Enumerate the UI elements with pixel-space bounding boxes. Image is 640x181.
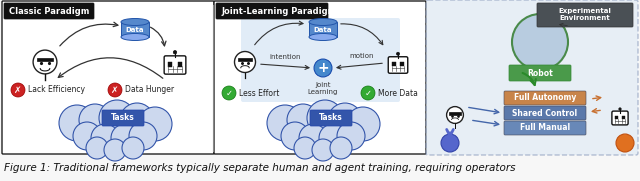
Text: ✗: ✗ bbox=[111, 85, 119, 94]
Circle shape bbox=[307, 100, 343, 136]
Bar bbox=[168, 62, 172, 67]
Text: More Data: More Data bbox=[378, 89, 418, 98]
Text: Data Hunger: Data Hunger bbox=[125, 85, 174, 94]
Bar bbox=[309, 22, 337, 37]
Circle shape bbox=[314, 59, 332, 77]
Circle shape bbox=[337, 122, 365, 150]
Text: Data: Data bbox=[314, 27, 332, 33]
Text: Joint-Learning Paradigm: Joint-Learning Paradigm bbox=[221, 7, 336, 16]
FancyBboxPatch shape bbox=[216, 3, 328, 19]
FancyBboxPatch shape bbox=[214, 1, 426, 154]
Circle shape bbox=[299, 124, 327, 152]
Circle shape bbox=[104, 139, 126, 161]
Circle shape bbox=[397, 52, 399, 55]
Text: Tasks: Tasks bbox=[319, 113, 343, 123]
Text: Joint
Learning: Joint Learning bbox=[308, 82, 338, 95]
Circle shape bbox=[281, 122, 309, 150]
Circle shape bbox=[616, 134, 634, 152]
Circle shape bbox=[441, 134, 459, 152]
Circle shape bbox=[619, 108, 621, 110]
FancyBboxPatch shape bbox=[164, 56, 186, 74]
FancyBboxPatch shape bbox=[310, 110, 352, 126]
Bar bbox=[237, 58, 252, 62]
Circle shape bbox=[33, 50, 57, 74]
FancyBboxPatch shape bbox=[388, 57, 408, 73]
Text: ✓: ✓ bbox=[225, 89, 232, 98]
Circle shape bbox=[447, 107, 463, 123]
FancyBboxPatch shape bbox=[241, 18, 400, 102]
Ellipse shape bbox=[309, 18, 337, 26]
FancyBboxPatch shape bbox=[4, 3, 94, 19]
FancyBboxPatch shape bbox=[612, 111, 628, 125]
FancyBboxPatch shape bbox=[509, 65, 571, 81]
Circle shape bbox=[512, 14, 568, 70]
Circle shape bbox=[138, 107, 172, 141]
Circle shape bbox=[11, 83, 25, 97]
Circle shape bbox=[312, 139, 334, 161]
Text: Classic Paradigm: Classic Paradigm bbox=[9, 7, 90, 16]
Circle shape bbox=[91, 124, 119, 152]
Circle shape bbox=[328, 103, 362, 137]
Text: intention: intention bbox=[269, 54, 301, 60]
Circle shape bbox=[222, 86, 236, 100]
Circle shape bbox=[86, 137, 108, 159]
Circle shape bbox=[99, 100, 135, 136]
Ellipse shape bbox=[309, 33, 337, 41]
Bar bbox=[392, 62, 396, 66]
Ellipse shape bbox=[121, 18, 149, 26]
Circle shape bbox=[361, 86, 375, 100]
Text: Data: Data bbox=[125, 27, 144, 33]
Circle shape bbox=[346, 107, 380, 141]
Text: Shared Control: Shared Control bbox=[513, 108, 577, 117]
Circle shape bbox=[173, 50, 177, 54]
FancyBboxPatch shape bbox=[504, 121, 586, 135]
Text: Full Manual: Full Manual bbox=[520, 123, 570, 132]
Text: motion: motion bbox=[349, 53, 374, 59]
Bar bbox=[36, 58, 53, 61]
Text: Full Autonomy: Full Autonomy bbox=[514, 94, 576, 102]
Text: ✗: ✗ bbox=[14, 85, 22, 94]
Bar bbox=[121, 22, 149, 37]
Circle shape bbox=[108, 83, 122, 97]
Bar bbox=[178, 62, 182, 67]
FancyBboxPatch shape bbox=[504, 106, 586, 120]
Ellipse shape bbox=[121, 33, 149, 41]
Text: +: + bbox=[317, 61, 329, 75]
Circle shape bbox=[267, 105, 303, 141]
Circle shape bbox=[319, 124, 347, 152]
Text: Robot: Robot bbox=[527, 68, 553, 77]
FancyBboxPatch shape bbox=[102, 110, 144, 126]
Text: Less Effort: Less Effort bbox=[239, 89, 280, 98]
Bar bbox=[401, 62, 404, 66]
Circle shape bbox=[79, 104, 111, 136]
Circle shape bbox=[73, 122, 101, 150]
Bar bbox=[622, 116, 625, 119]
Circle shape bbox=[59, 105, 95, 141]
Text: Experimental
Environment: Experimental Environment bbox=[559, 9, 611, 22]
Circle shape bbox=[122, 137, 144, 159]
Bar bbox=[449, 112, 461, 115]
Text: Figure 1: Traditional frameworks typically separate human and agent training, re: Figure 1: Traditional frameworks typical… bbox=[4, 163, 515, 173]
Text: Lack Efficiency: Lack Efficiency bbox=[28, 85, 85, 94]
Text: ✓: ✓ bbox=[365, 89, 371, 98]
Circle shape bbox=[287, 104, 319, 136]
Circle shape bbox=[330, 137, 352, 159]
Circle shape bbox=[129, 122, 157, 150]
FancyBboxPatch shape bbox=[504, 91, 586, 105]
Circle shape bbox=[294, 137, 316, 159]
Text: Tasks: Tasks bbox=[111, 113, 135, 123]
Circle shape bbox=[111, 124, 139, 152]
Circle shape bbox=[234, 52, 255, 73]
FancyBboxPatch shape bbox=[2, 1, 214, 154]
Circle shape bbox=[120, 103, 154, 137]
Bar bbox=[616, 116, 618, 119]
FancyBboxPatch shape bbox=[537, 3, 633, 27]
FancyBboxPatch shape bbox=[426, 0, 638, 155]
